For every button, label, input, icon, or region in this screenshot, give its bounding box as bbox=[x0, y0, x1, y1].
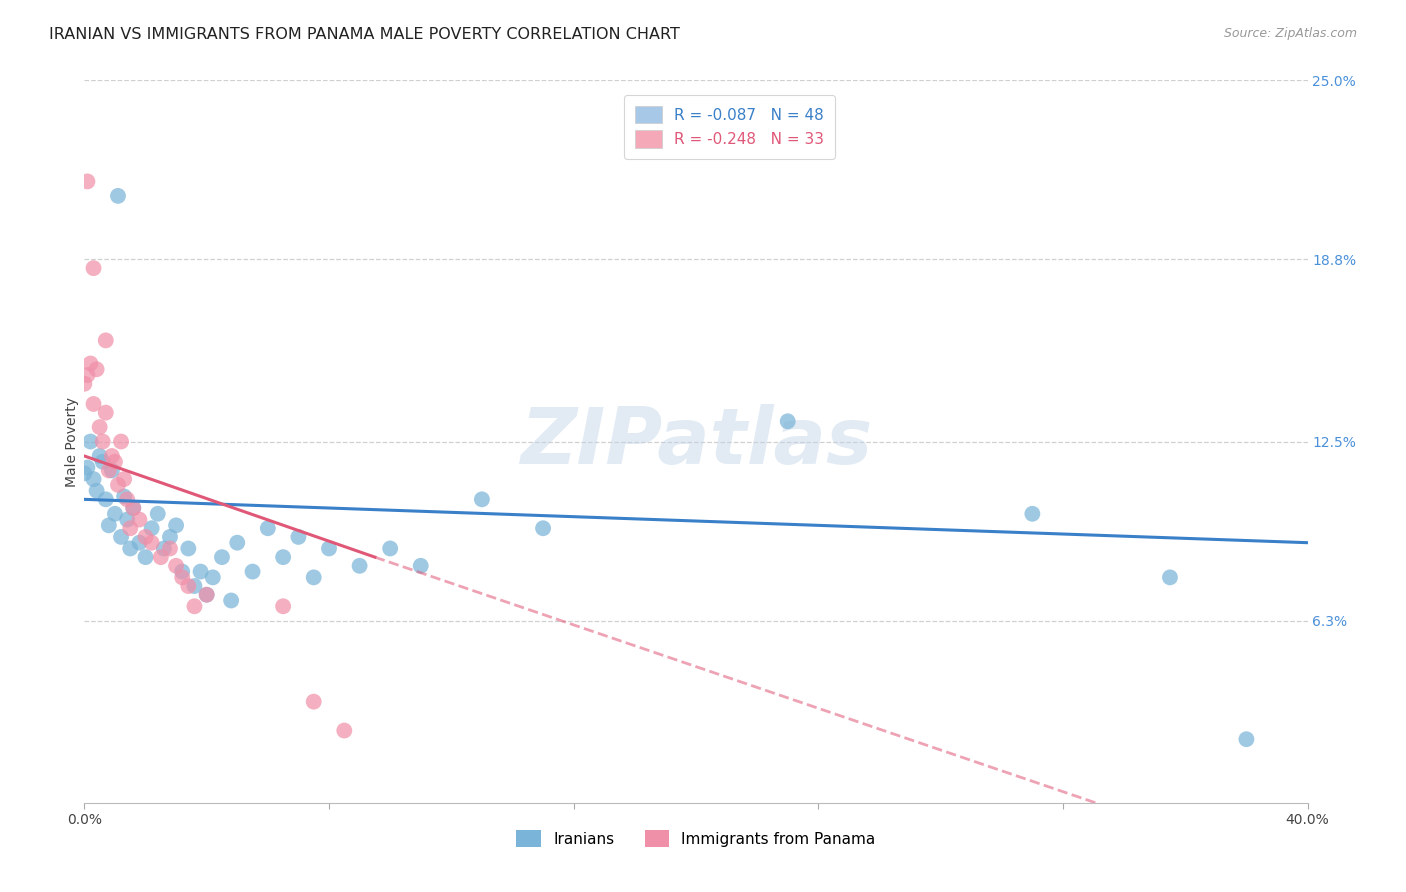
Point bbox=[86, 362, 108, 376]
Point bbox=[94, 492, 117, 507]
Point bbox=[115, 512, 138, 526]
Point bbox=[120, 541, 142, 556]
Point bbox=[79, 357, 101, 371]
Point bbox=[89, 420, 111, 434]
Point bbox=[409, 558, 432, 573]
Point bbox=[135, 530, 157, 544]
Text: ZIPatlas: ZIPatlas bbox=[520, 403, 872, 480]
Point bbox=[76, 460, 98, 475]
Point bbox=[79, 434, 101, 449]
Point bbox=[107, 189, 129, 203]
Point bbox=[89, 449, 111, 463]
Point bbox=[287, 530, 309, 544]
Point bbox=[302, 570, 325, 584]
Point bbox=[195, 588, 218, 602]
Point bbox=[159, 541, 181, 556]
Point bbox=[76, 368, 98, 382]
Point bbox=[83, 261, 105, 276]
Point bbox=[776, 414, 799, 428]
Point bbox=[112, 490, 135, 504]
Point bbox=[172, 565, 194, 579]
Point bbox=[91, 434, 114, 449]
Point bbox=[97, 518, 120, 533]
Point bbox=[201, 570, 224, 584]
Point bbox=[122, 501, 145, 516]
Point bbox=[73, 376, 96, 391]
Point bbox=[165, 558, 187, 573]
Point bbox=[91, 455, 114, 469]
Point bbox=[110, 434, 132, 449]
Point bbox=[349, 558, 371, 573]
Point bbox=[190, 565, 212, 579]
Point bbox=[177, 541, 200, 556]
Point bbox=[1236, 732, 1258, 747]
Point bbox=[242, 565, 264, 579]
Point bbox=[73, 467, 96, 481]
Point bbox=[149, 550, 172, 565]
Point bbox=[271, 550, 294, 565]
Point bbox=[141, 535, 163, 549]
Text: Source: ZipAtlas.com: Source: ZipAtlas.com bbox=[1223, 27, 1357, 40]
Point bbox=[257, 521, 280, 535]
Point bbox=[76, 174, 98, 188]
Point bbox=[94, 334, 117, 348]
Point bbox=[110, 530, 132, 544]
Text: IRANIAN VS IMMIGRANTS FROM PANAMA MALE POVERTY CORRELATION CHART: IRANIAN VS IMMIGRANTS FROM PANAMA MALE P… bbox=[49, 27, 681, 42]
Point bbox=[101, 463, 124, 477]
Point bbox=[183, 599, 205, 614]
Point bbox=[318, 541, 340, 556]
Point bbox=[177, 579, 200, 593]
Point bbox=[135, 550, 157, 565]
Point bbox=[211, 550, 233, 565]
Point bbox=[97, 463, 120, 477]
Legend: Iranians, Immigrants from Panama: Iranians, Immigrants from Panama bbox=[510, 824, 882, 853]
Y-axis label: Male Poverty: Male Poverty bbox=[65, 397, 79, 486]
Point bbox=[271, 599, 294, 614]
Point bbox=[1159, 570, 1181, 584]
Point bbox=[226, 535, 249, 549]
Point bbox=[146, 507, 169, 521]
Point bbox=[128, 512, 150, 526]
Point bbox=[159, 530, 181, 544]
Point bbox=[112, 472, 135, 486]
Point bbox=[104, 507, 127, 521]
Point bbox=[83, 397, 105, 411]
Point bbox=[1021, 507, 1043, 521]
Point bbox=[83, 472, 105, 486]
Point bbox=[120, 521, 142, 535]
Point bbox=[302, 695, 325, 709]
Point bbox=[165, 518, 187, 533]
Point bbox=[531, 521, 554, 535]
Point bbox=[219, 593, 242, 607]
Point bbox=[380, 541, 402, 556]
Point bbox=[333, 723, 356, 738]
Point bbox=[141, 521, 163, 535]
Point bbox=[471, 492, 494, 507]
Point bbox=[101, 449, 124, 463]
Point bbox=[115, 492, 138, 507]
Point bbox=[195, 588, 218, 602]
Point bbox=[104, 455, 127, 469]
Point bbox=[86, 483, 108, 498]
Point bbox=[172, 570, 194, 584]
Point bbox=[128, 535, 150, 549]
Point bbox=[94, 406, 117, 420]
Point bbox=[122, 501, 145, 516]
Point bbox=[153, 541, 176, 556]
Point bbox=[183, 579, 205, 593]
Point bbox=[107, 478, 129, 492]
